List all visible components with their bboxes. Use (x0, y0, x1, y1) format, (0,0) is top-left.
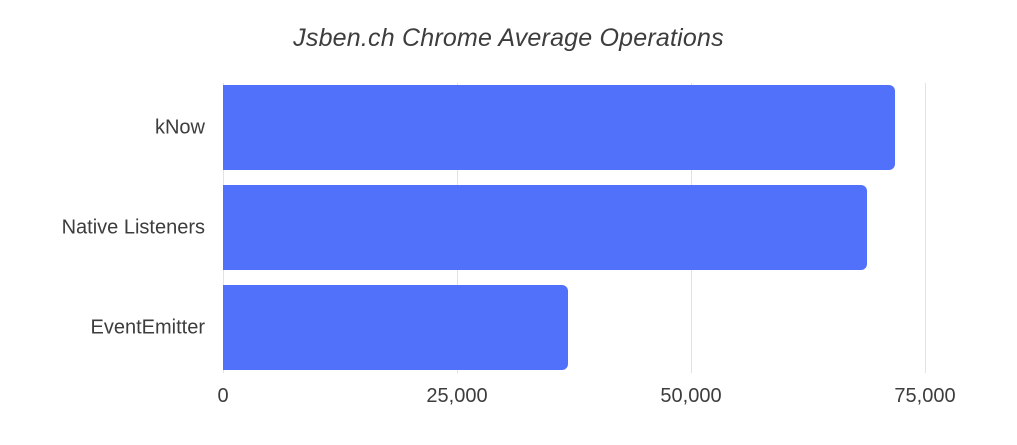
bar-native-listeners (223, 185, 867, 270)
bar-know (223, 85, 895, 170)
chart-title: Jsben.ch Chrome Average Operations (293, 24, 724, 52)
category-axis: kNow Native Listeners EventEmitter (0, 85, 205, 370)
bar-eventemitter (223, 285, 568, 370)
xtick-label-75000: 75,000 (894, 385, 956, 407)
value-axis: 0 25,000 50,000 75,000 (217, 385, 960, 415)
category-label-native-listeners: Native Listeners (61, 216, 205, 238)
xtick-label-0: 0 (217, 385, 229, 407)
gridline-75000 (925, 83, 926, 373)
category-label-eventemitter: EventEmitter (90, 316, 205, 338)
xtick-label-50000: 50,000 (660, 385, 722, 407)
plot-area (223, 83, 960, 373)
category-label-know: kNow (154, 116, 205, 138)
xtick-label-25000: 25,000 (426, 385, 488, 407)
